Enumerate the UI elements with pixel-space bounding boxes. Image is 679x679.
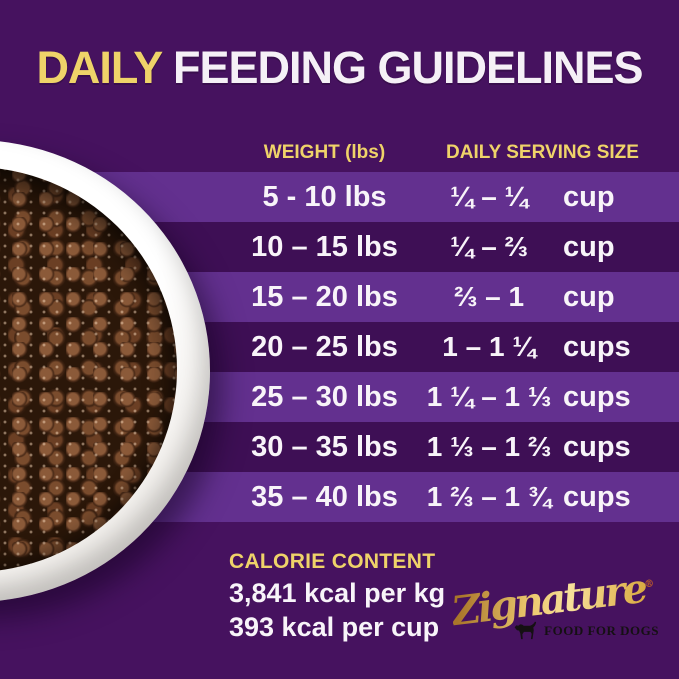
serving-unit: cup	[563, 231, 615, 263]
column-header-serving: DAILY SERVING SIZE	[446, 142, 639, 163]
serving-unit: cup	[563, 181, 615, 213]
serving-unit: cup	[563, 281, 615, 313]
weight-value: 25 – 30 lbs	[251, 381, 398, 413]
serving-unit: cups	[563, 481, 631, 513]
page-title-highlight: DAILY	[36, 42, 162, 93]
weight-value: 10 – 15 lbs	[251, 231, 398, 263]
serving-range: ¼ – ⅔	[450, 231, 528, 262]
serving-unit: cups	[563, 331, 631, 363]
brand-tagline: FOOD FOR DOGS	[544, 623, 659, 638]
calorie-content-block: CALORIE CONTENT 3,841 kcal per kg 393 kc…	[229, 550, 445, 642]
serving-range: 1 ⅓ – 1 ⅔	[426, 431, 552, 462]
registered-mark: ®	[643, 578, 655, 591]
calorie-heading: CALORIE CONTENT	[229, 550, 436, 573]
kibble-texture	[0, 167, 177, 572]
brand-tagline-row: FOOD FOR DOGS	[443, 621, 663, 641]
weight-value: 30 – 35 lbs	[251, 431, 398, 463]
serving-range: ⅔ – 1	[453, 281, 525, 312]
brand-logo: Zignature® FOOD FOR DOGS	[443, 576, 663, 641]
weight-value: 20 – 25 lbs	[251, 331, 398, 363]
weight-value: 35 – 40 lbs	[251, 481, 398, 513]
kibble-bowl-photo	[0, 140, 210, 602]
calorie-per-kg: 3,841 kcal per kg	[229, 578, 446, 608]
serving-range: 1 ⅔ – 1 ¾	[426, 481, 552, 512]
serving-unit: cups	[563, 381, 631, 413]
serving-range: 1 – 1 ¼	[442, 331, 536, 362]
column-header-weight: WEIGHT (lbs)	[263, 142, 386, 163]
weight-value: 5 - 10 lbs	[262, 181, 387, 213]
calorie-per-cup: 393 kcal per cup	[229, 612, 440, 642]
page-title-rest: FEEDING GUIDELINES	[161, 42, 644, 93]
serving-range: 1 ¼ – 1 ⅓	[426, 381, 552, 412]
page-title: DAILY FEEDING GUIDELINES	[0, 42, 679, 94]
weight-value: 15 – 20 lbs	[251, 281, 398, 313]
serving-range: ¼ – ¼	[450, 181, 528, 212]
serving-unit: cups	[563, 431, 631, 463]
dog-silhouette-icon	[514, 621, 537, 640]
